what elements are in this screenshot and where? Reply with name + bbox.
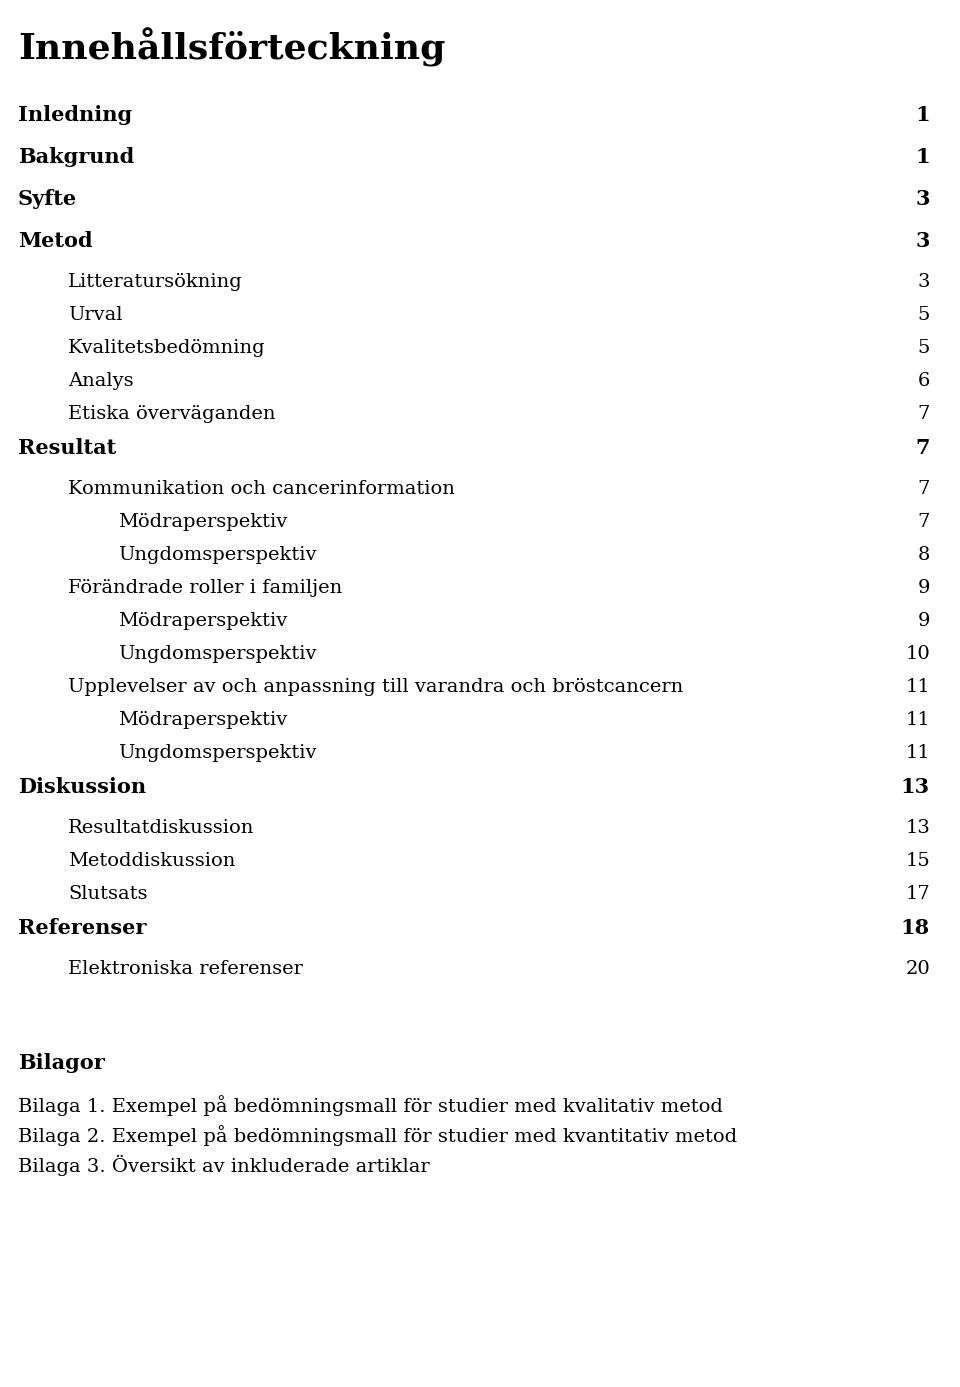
Text: 1: 1 xyxy=(916,105,930,125)
Text: 10: 10 xyxy=(905,645,930,663)
Text: Bilagor: Bilagor xyxy=(18,1053,105,1074)
Text: Diskussion: Diskussion xyxy=(18,777,146,798)
Text: Litteratursökning: Litteratursökning xyxy=(68,273,243,291)
Text: Upplevelser av och anpassning till varandra och bröstcancern: Upplevelser av och anpassning till varan… xyxy=(68,678,684,696)
Text: 3: 3 xyxy=(916,232,930,251)
Text: Förändrade roller i familjen: Förändrade roller i familjen xyxy=(68,578,343,596)
Text: Resultatdiskussion: Resultatdiskussion xyxy=(68,818,254,836)
Text: Ungdomsperspektiv: Ungdomsperspektiv xyxy=(118,743,317,761)
Text: Kvalitetsbedömning: Kvalitetsbedömning xyxy=(68,338,266,356)
Text: 13: 13 xyxy=(905,818,930,836)
Text: 18: 18 xyxy=(900,918,930,938)
Text: 5: 5 xyxy=(918,307,930,325)
Text: 3: 3 xyxy=(916,189,930,209)
Text: 7: 7 xyxy=(916,438,930,458)
Text: 11: 11 xyxy=(905,678,930,696)
Text: Syfte: Syfte xyxy=(18,189,77,209)
Text: 7: 7 xyxy=(918,405,930,423)
Text: 11: 11 xyxy=(905,743,930,761)
Text: Bilaga 2. Exempel på bedömningsmall för studier med kvantitativ metod: Bilaga 2. Exempel på bedömningsmall för … xyxy=(18,1125,737,1146)
Text: Urval: Urval xyxy=(68,307,123,325)
Text: Mödraperspektiv: Mödraperspektiv xyxy=(118,612,287,630)
Text: 15: 15 xyxy=(905,852,930,870)
Text: Mödraperspektiv: Mödraperspektiv xyxy=(118,513,287,531)
Text: Bilaga 3. Översikt av inkluderade artiklar: Bilaga 3. Översikt av inkluderade artikl… xyxy=(18,1155,430,1176)
Text: Resultat: Resultat xyxy=(18,438,116,458)
Text: 1: 1 xyxy=(916,147,930,166)
Text: Etiska överväganden: Etiska överväganden xyxy=(68,405,276,423)
Text: Analys: Analys xyxy=(68,372,133,390)
Text: 5: 5 xyxy=(918,338,930,356)
Text: 17: 17 xyxy=(905,885,930,903)
Text: 13: 13 xyxy=(900,777,930,798)
Text: 7: 7 xyxy=(918,480,930,498)
Text: 8: 8 xyxy=(918,546,930,565)
Text: Elektroniska referenser: Elektroniska referenser xyxy=(68,960,302,978)
Text: Bilaga 1. Exempel på bedömningsmall för studier med kvalitativ metod: Bilaga 1. Exempel på bedömningsmall för … xyxy=(18,1094,723,1117)
Text: Innehållsförteckning: Innehållsförteckning xyxy=(18,28,445,68)
Text: 11: 11 xyxy=(905,712,930,730)
Text: Ungdomsperspektiv: Ungdomsperspektiv xyxy=(118,645,317,663)
Text: 7: 7 xyxy=(918,513,930,531)
Text: Ungdomsperspektiv: Ungdomsperspektiv xyxy=(118,546,317,565)
Text: Referenser: Referenser xyxy=(18,918,146,938)
Text: Bakgrund: Bakgrund xyxy=(18,147,134,166)
Text: Slutsats: Slutsats xyxy=(68,885,148,903)
Text: Kommunikation och cancerinformation: Kommunikation och cancerinformation xyxy=(68,480,455,498)
Text: Inledning: Inledning xyxy=(18,105,132,125)
Text: 9: 9 xyxy=(918,612,930,630)
Text: 6: 6 xyxy=(918,372,930,390)
Text: Metoddiskussion: Metoddiskussion xyxy=(68,852,235,870)
Text: 20: 20 xyxy=(905,960,930,978)
Text: 3: 3 xyxy=(918,273,930,291)
Text: Metod: Metod xyxy=(18,232,92,251)
Text: 9: 9 xyxy=(918,578,930,596)
Text: Mödraperspektiv: Mödraperspektiv xyxy=(118,712,287,730)
